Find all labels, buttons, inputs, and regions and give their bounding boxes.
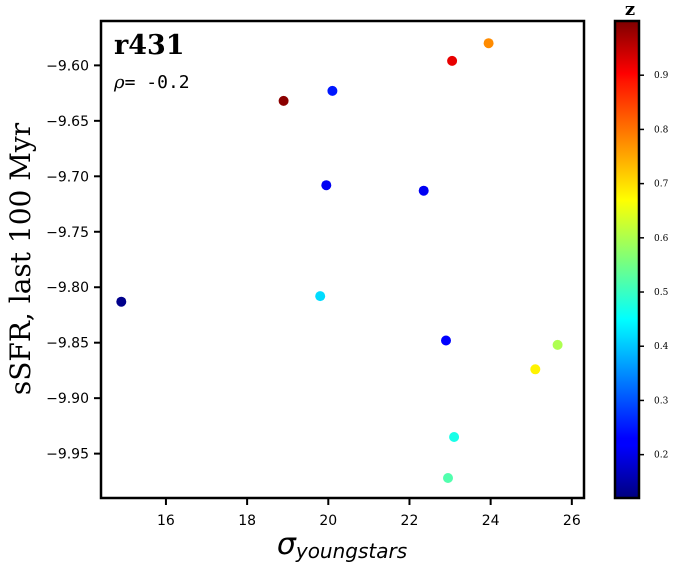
data-point-3 [315,291,326,302]
x-axis-label: σyoungstars [277,527,407,563]
rho-value: = -0.2 [125,72,190,93]
data-point-1 [116,296,127,307]
colorbar-tick-label: 0.9 [654,71,669,81]
data-point-12 [530,364,541,375]
data-point-4 [321,180,332,191]
data-point-13 [552,339,563,350]
colorbar-label: z [625,0,635,20]
chart-title: r431 [114,30,185,61]
colorbar-tick-label: 0.7 [654,180,669,190]
x-tick-label: 20 [319,513,337,529]
data-point-6 [418,185,429,196]
data-point-2 [278,95,289,106]
data-point-7 [441,335,451,346]
plot-frame [99,19,586,500]
data-point-8 [443,473,453,483]
colorbar-tick-label: 0.2 [654,451,668,461]
y-tick-label: −9.70 [46,169,89,185]
y-axis-label: sSFR, last 100 Myr [4,122,37,395]
data-point-11 [483,38,494,49]
colorbar-tick-label: 0.4 [654,342,669,352]
data-point-9 [447,55,458,66]
x-axis-label-subscript: youngstars [295,539,407,563]
colorbar-tick-label: 0.6 [654,234,669,244]
x-tick-label: 24 [482,513,500,529]
colorbar [615,21,639,498]
rho-annotation: ρ= -0.2 [113,72,190,93]
data-point-10 [449,432,460,442]
colorbar-frame [613,19,641,500]
x-tick-label: 18 [238,513,256,529]
x-tick-label: 26 [563,513,581,529]
x-tick-label: 22 [401,513,419,529]
y-tick-label: −9.95 [46,447,89,463]
x-axis-ticks: 16 18 20 22 24 26 [157,498,581,529]
x-axis-label-symbol: σ [277,527,297,562]
colorbar-tick-label: 0.5 [654,288,669,298]
y-tick-label: −9.75 [46,225,89,241]
data-points [116,38,563,483]
rho-symbol: ρ [113,72,125,93]
y-axis-ticks: −9.60 −9.65 −9.70 −9.75 −9.80 −9.85 −9.90 −9.95 [46,58,101,463]
colorbar-ticks: 0.2 0.3 0.4 0.5 0.6 0.7 0.8 0.9 [639,71,669,461]
data-point-5 [327,85,338,96]
x-tick-label: 16 [157,513,175,529]
y-tick-label: −9.60 [46,58,89,74]
colorbar-tick-label: 0.3 [654,396,669,406]
y-tick-label: −9.90 [46,391,89,407]
y-tick-label: −9.65 [46,114,89,130]
y-tick-label: −9.85 [46,336,89,352]
y-tick-label: −9.80 [46,280,89,296]
colorbar-tick-label: 0.8 [654,125,669,135]
